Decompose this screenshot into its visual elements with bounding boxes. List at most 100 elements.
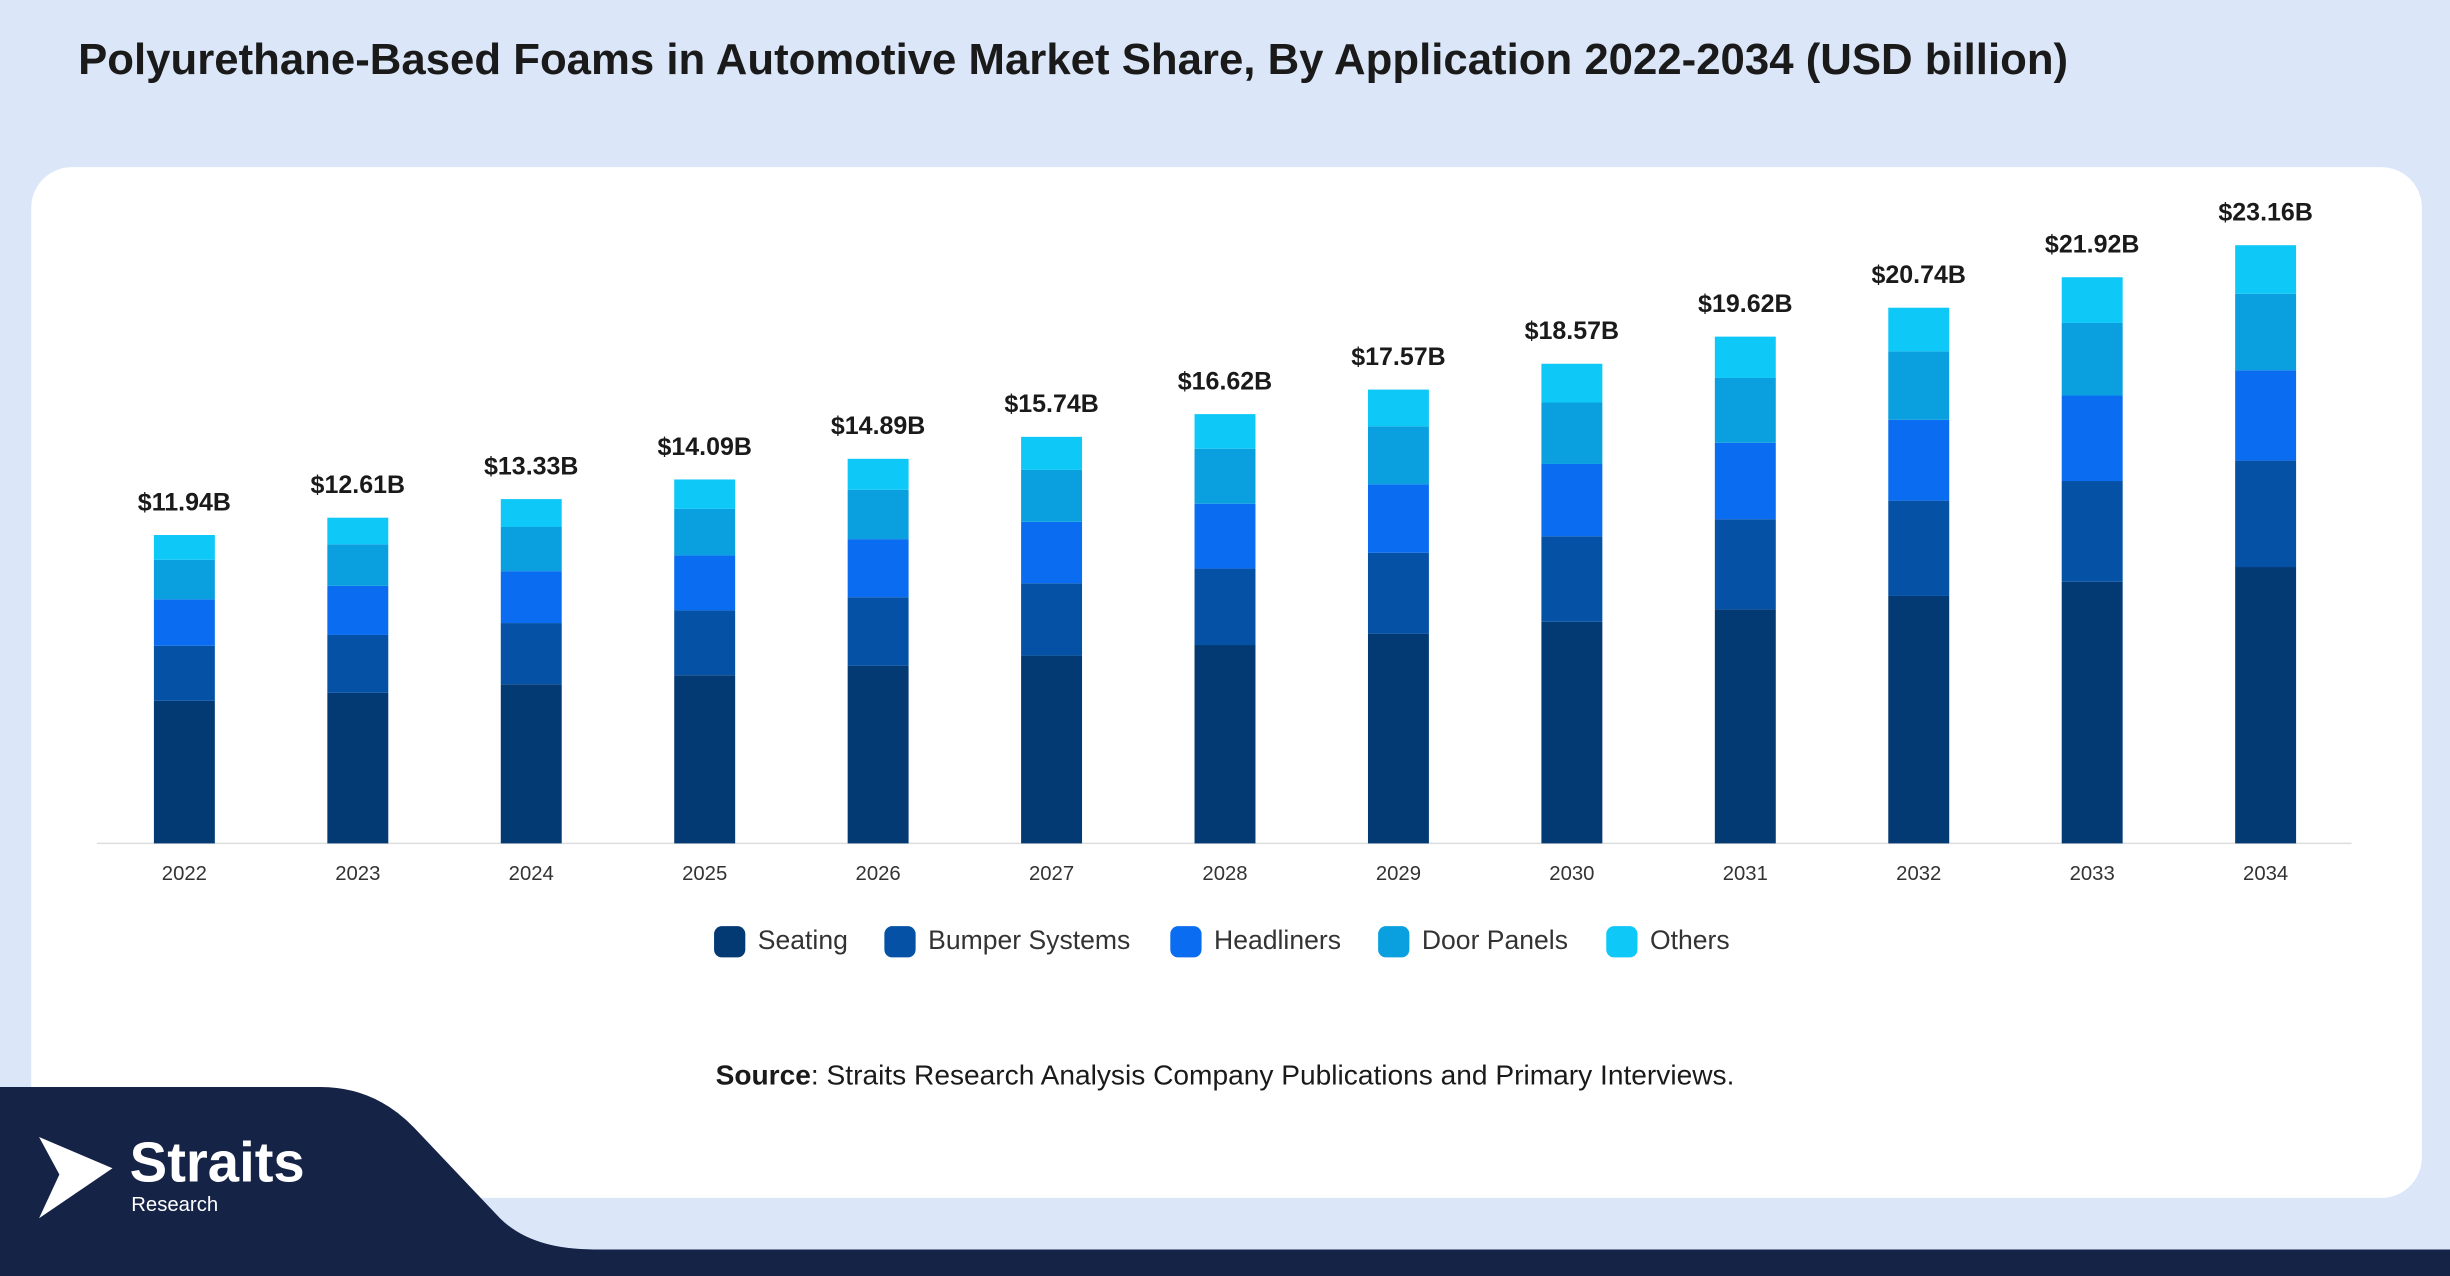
footer-band: [0, 1087, 2450, 1276]
bar-segment: [674, 508, 736, 556]
bar-segment: [1367, 389, 1429, 427]
bar-segment: [847, 489, 909, 540]
bar-segment: [1021, 436, 1083, 470]
bar-segment: [1194, 448, 1256, 504]
legend-label: Bumper Systems: [928, 925, 1130, 955]
legend-label: Seating: [758, 925, 848, 955]
bar-segment: [674, 479, 736, 509]
bar-segment: [1541, 536, 1603, 622]
x-tick-label: 2032: [1896, 863, 1941, 885]
bar-segment: [2061, 277, 2123, 323]
bar-segment: [1541, 363, 1603, 403]
total-label: $17.57B: [1351, 343, 1445, 371]
bar-segment: [1541, 402, 1603, 464]
bar-segment: [2061, 322, 2123, 396]
legend-swatch: [1170, 926, 1202, 958]
bar-segment: [1888, 307, 1950, 352]
bar-segment: [847, 458, 909, 490]
bar-segment: [1367, 552, 1429, 634]
bar-segment: [2235, 370, 2297, 461]
legend-swatch: [884, 926, 916, 958]
x-tick-label: 2022: [162, 863, 207, 885]
total-label: $16.62B: [1178, 367, 1272, 395]
total-label: $20.74B: [1872, 261, 1966, 289]
bar-segment: [153, 645, 215, 701]
legend-label: Headliners: [1214, 925, 1341, 955]
bar-segment: [1714, 336, 1776, 378]
bar-segment: [1194, 503, 1256, 569]
x-tick-label: 2031: [1723, 863, 1768, 885]
bar-segment: [1714, 377, 1776, 443]
chart-title: Polyurethane-Based Foams in Automotive M…: [78, 35, 2068, 84]
logo-name: Straits: [130, 1131, 305, 1194]
legend-swatch: [1606, 926, 1638, 958]
bar-segment: [327, 692, 389, 844]
bar-segment: [847, 665, 909, 844]
legend-swatch: [714, 926, 746, 958]
bar-segment: [2061, 481, 2123, 582]
bar-segment: [327, 517, 389, 545]
total-label: $14.09B: [657, 433, 751, 461]
x-tick-label: 2034: [2243, 863, 2288, 885]
bar-segment: [1367, 426, 1429, 485]
source-label: Source: [716, 1060, 811, 1091]
total-label: $18.57B: [1525, 317, 1619, 345]
legend-label: Door Panels: [1422, 925, 1568, 955]
logo-mark: [39, 1136, 113, 1219]
logo-tagline: Research: [131, 1194, 218, 1216]
x-tick-label: 2030: [1549, 863, 1594, 885]
bar-segment: [1194, 645, 1256, 844]
bar-segment: [500, 526, 562, 572]
bar-segment: [1714, 609, 1776, 844]
bar-segment: [1714, 442, 1776, 520]
bar-segment: [674, 675, 736, 844]
bar-segment: [1888, 419, 1950, 501]
total-label: $21.92B: [2045, 231, 2139, 259]
x-tick-label: 2025: [682, 863, 727, 885]
bar-segment: [500, 499, 562, 527]
bar-segment: [1541, 463, 1603, 537]
bar-segment: [153, 700, 215, 844]
source: Source: Straits Research Analysis Compan…: [716, 1060, 1735, 1091]
total-label: $14.89B: [831, 412, 925, 440]
bar-segment: [1021, 469, 1083, 522]
bar-segment: [327, 634, 389, 693]
total-label: $23.16B: [2218, 199, 2312, 227]
bar-segment: [153, 534, 215, 560]
bar-segment: [1888, 351, 1950, 420]
bar-segment: [1888, 500, 1950, 596]
bar-segment: [1888, 595, 1950, 844]
bar-segment: [1021, 521, 1083, 584]
bar-segment: [1021, 655, 1083, 844]
x-tick-label: 2028: [1202, 863, 1247, 885]
total-label: $13.33B: [484, 452, 578, 480]
bar-segment: [500, 684, 562, 844]
legend-label: Others: [1650, 925, 1730, 955]
total-label: $15.74B: [1004, 390, 1098, 418]
total-label: $19.62B: [1698, 290, 1792, 318]
bar-segment: [1367, 484, 1429, 553]
bar-segment: [2235, 460, 2297, 568]
bar-segment: [327, 585, 389, 635]
bar-segment: [2061, 395, 2123, 482]
x-tick-label: 2033: [2070, 863, 2115, 885]
bar-segment: [1367, 633, 1429, 844]
bar-segment: [1541, 621, 1603, 844]
total-label: $12.61B: [311, 471, 405, 499]
source-text: : Straits Research Analysis Company Publ…: [811, 1060, 1735, 1091]
x-tick-label: 2024: [509, 863, 554, 885]
bar-segment: [1714, 519, 1776, 610]
x-tick-label: 2023: [335, 863, 380, 885]
bar-segment: [1194, 414, 1256, 449]
x-tick-label: 2029: [1376, 863, 1421, 885]
bar-segment: [674, 555, 736, 611]
legend-swatch: [1378, 926, 1410, 958]
bar-segment: [153, 559, 215, 600]
bar-segment: [2235, 567, 2297, 844]
bar-segment: [674, 610, 736, 676]
bar-segment: [500, 623, 562, 685]
bar-segment: [2235, 293, 2297, 371]
bar-segment: [500, 571, 562, 624]
bar-segment: [847, 539, 909, 598]
